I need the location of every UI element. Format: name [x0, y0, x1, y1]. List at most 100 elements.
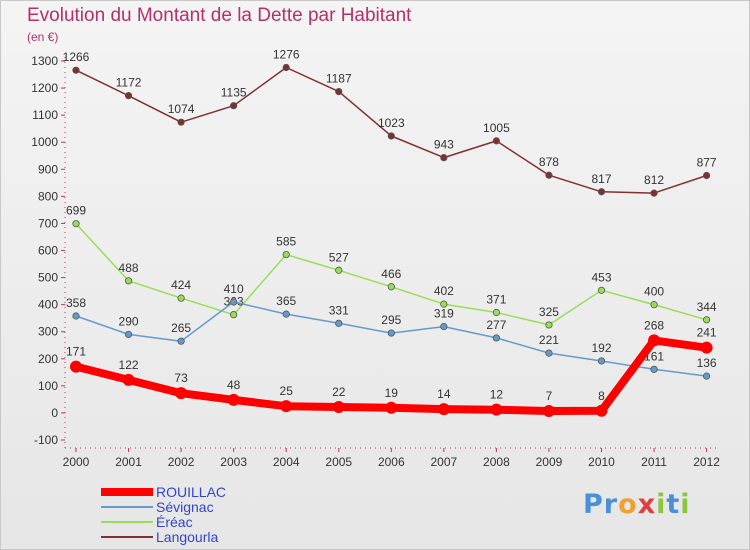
y-tick-label: 600 — [38, 244, 58, 258]
x-tick-label: 2003 — [220, 455, 247, 469]
data-point — [124, 277, 133, 285]
data-point — [387, 283, 395, 291]
legend-swatch — [101, 506, 153, 508]
data-label: 12 — [490, 388, 504, 402]
data-label: 331 — [329, 303, 349, 317]
logo-letter: i — [656, 489, 667, 520]
data-point — [230, 102, 238, 110]
data-point — [280, 400, 293, 413]
data-label: 221 — [539, 333, 559, 347]
data-label: 424 — [171, 278, 191, 292]
data-label: 1005 — [483, 121, 510, 135]
y-tick-label: 900 — [38, 162, 58, 176]
data-point — [440, 300, 448, 308]
data-point — [440, 154, 448, 162]
data-label: 699 — [66, 204, 86, 218]
data-label: 877 — [697, 156, 717, 170]
data-point — [72, 220, 80, 228]
data-label: 22 — [332, 385, 346, 399]
data-point — [492, 137, 500, 145]
data-point — [282, 250, 290, 259]
data-point — [597, 357, 606, 365]
data-point — [492, 308, 500, 317]
data-point — [492, 334, 500, 342]
data-label: 453 — [591, 270, 611, 284]
data-label: 466 — [381, 267, 401, 281]
data-label: 344 — [697, 300, 717, 314]
data-point — [648, 334, 661, 347]
data-label: 325 — [539, 305, 559, 319]
data-label: 290 — [119, 314, 139, 328]
data-point — [545, 349, 553, 357]
y-tick-label: 100 — [38, 379, 58, 393]
data-label: 171 — [66, 345, 86, 359]
data-point — [545, 171, 553, 179]
x-tick-label: 2005 — [325, 455, 352, 469]
data-label: 1187 — [326, 72, 352, 86]
data-label: 1266 — [63, 50, 90, 64]
data-label: 277 — [486, 318, 506, 332]
data-label: 585 — [276, 235, 296, 249]
data-point — [387, 329, 395, 337]
y-tick-label: 1100 — [32, 108, 58, 122]
data-point — [437, 403, 450, 416]
data-point — [230, 298, 238, 306]
x-tick-label: 2000 — [63, 455, 90, 469]
data-point — [700, 341, 713, 354]
proxiti-logo: Proxiti — [583, 489, 691, 520]
y-tick-label: 0 — [51, 406, 58, 420]
data-label: 265 — [171, 321, 191, 335]
data-label: 73 — [174, 371, 188, 385]
data-point — [702, 372, 711, 380]
x-tick-label: 2001 — [115, 455, 142, 469]
data-point — [702, 316, 711, 324]
data-label: 7 — [546, 389, 553, 403]
logo-letter: i — [680, 489, 691, 520]
data-point — [650, 301, 658, 309]
data-label: 319 — [434, 307, 454, 321]
x-tick-label: 2012 — [693, 455, 720, 469]
data-point — [650, 189, 658, 197]
data-label: 241 — [697, 326, 717, 340]
data-point — [335, 87, 343, 96]
data-label: 1172 — [116, 76, 142, 90]
x-tick-label: 2007 — [430, 455, 457, 469]
x-tick-label: 2011 — [641, 455, 667, 469]
data-label: 1135 — [221, 86, 247, 100]
data-label: 527 — [329, 250, 349, 264]
data-label: 122 — [119, 358, 139, 372]
y-tick-label: 1300 — [31, 54, 58, 68]
data-label: 25 — [280, 384, 294, 398]
y-tick-label: 1200 — [31, 81, 58, 95]
data-point — [335, 319, 343, 327]
legend-swatch — [101, 536, 153, 538]
data-label: 14 — [437, 387, 451, 401]
logo-letter: x — [637, 489, 657, 520]
series-line-3 — [75, 66, 708, 194]
data-point — [282, 63, 290, 72]
legend-label: Éréac — [156, 514, 193, 530]
data-point — [177, 337, 185, 345]
x-tick-label: 2006 — [378, 455, 405, 469]
data-point — [335, 266, 343, 274]
x-tick-label: 2008 — [483, 455, 510, 469]
legend-label: Langourla — [156, 529, 219, 545]
data-label: 402 — [434, 284, 454, 298]
data-point — [597, 286, 606, 294]
y-tick-label: 200 — [38, 352, 58, 366]
legend-swatch — [101, 521, 153, 523]
data-label: 358 — [66, 296, 86, 310]
data-label: 48 — [227, 378, 241, 392]
data-point — [490, 403, 503, 416]
data-label: 943 — [434, 138, 454, 152]
data-label: 1276 — [273, 47, 300, 61]
data-label: 136 — [697, 356, 717, 370]
data-point — [72, 312, 80, 320]
y-tick-label: 500 — [38, 271, 58, 285]
data-point — [70, 360, 82, 373]
data-label: 817 — [591, 172, 611, 186]
data-point — [227, 393, 240, 406]
logo-letter: t — [666, 489, 681, 520]
